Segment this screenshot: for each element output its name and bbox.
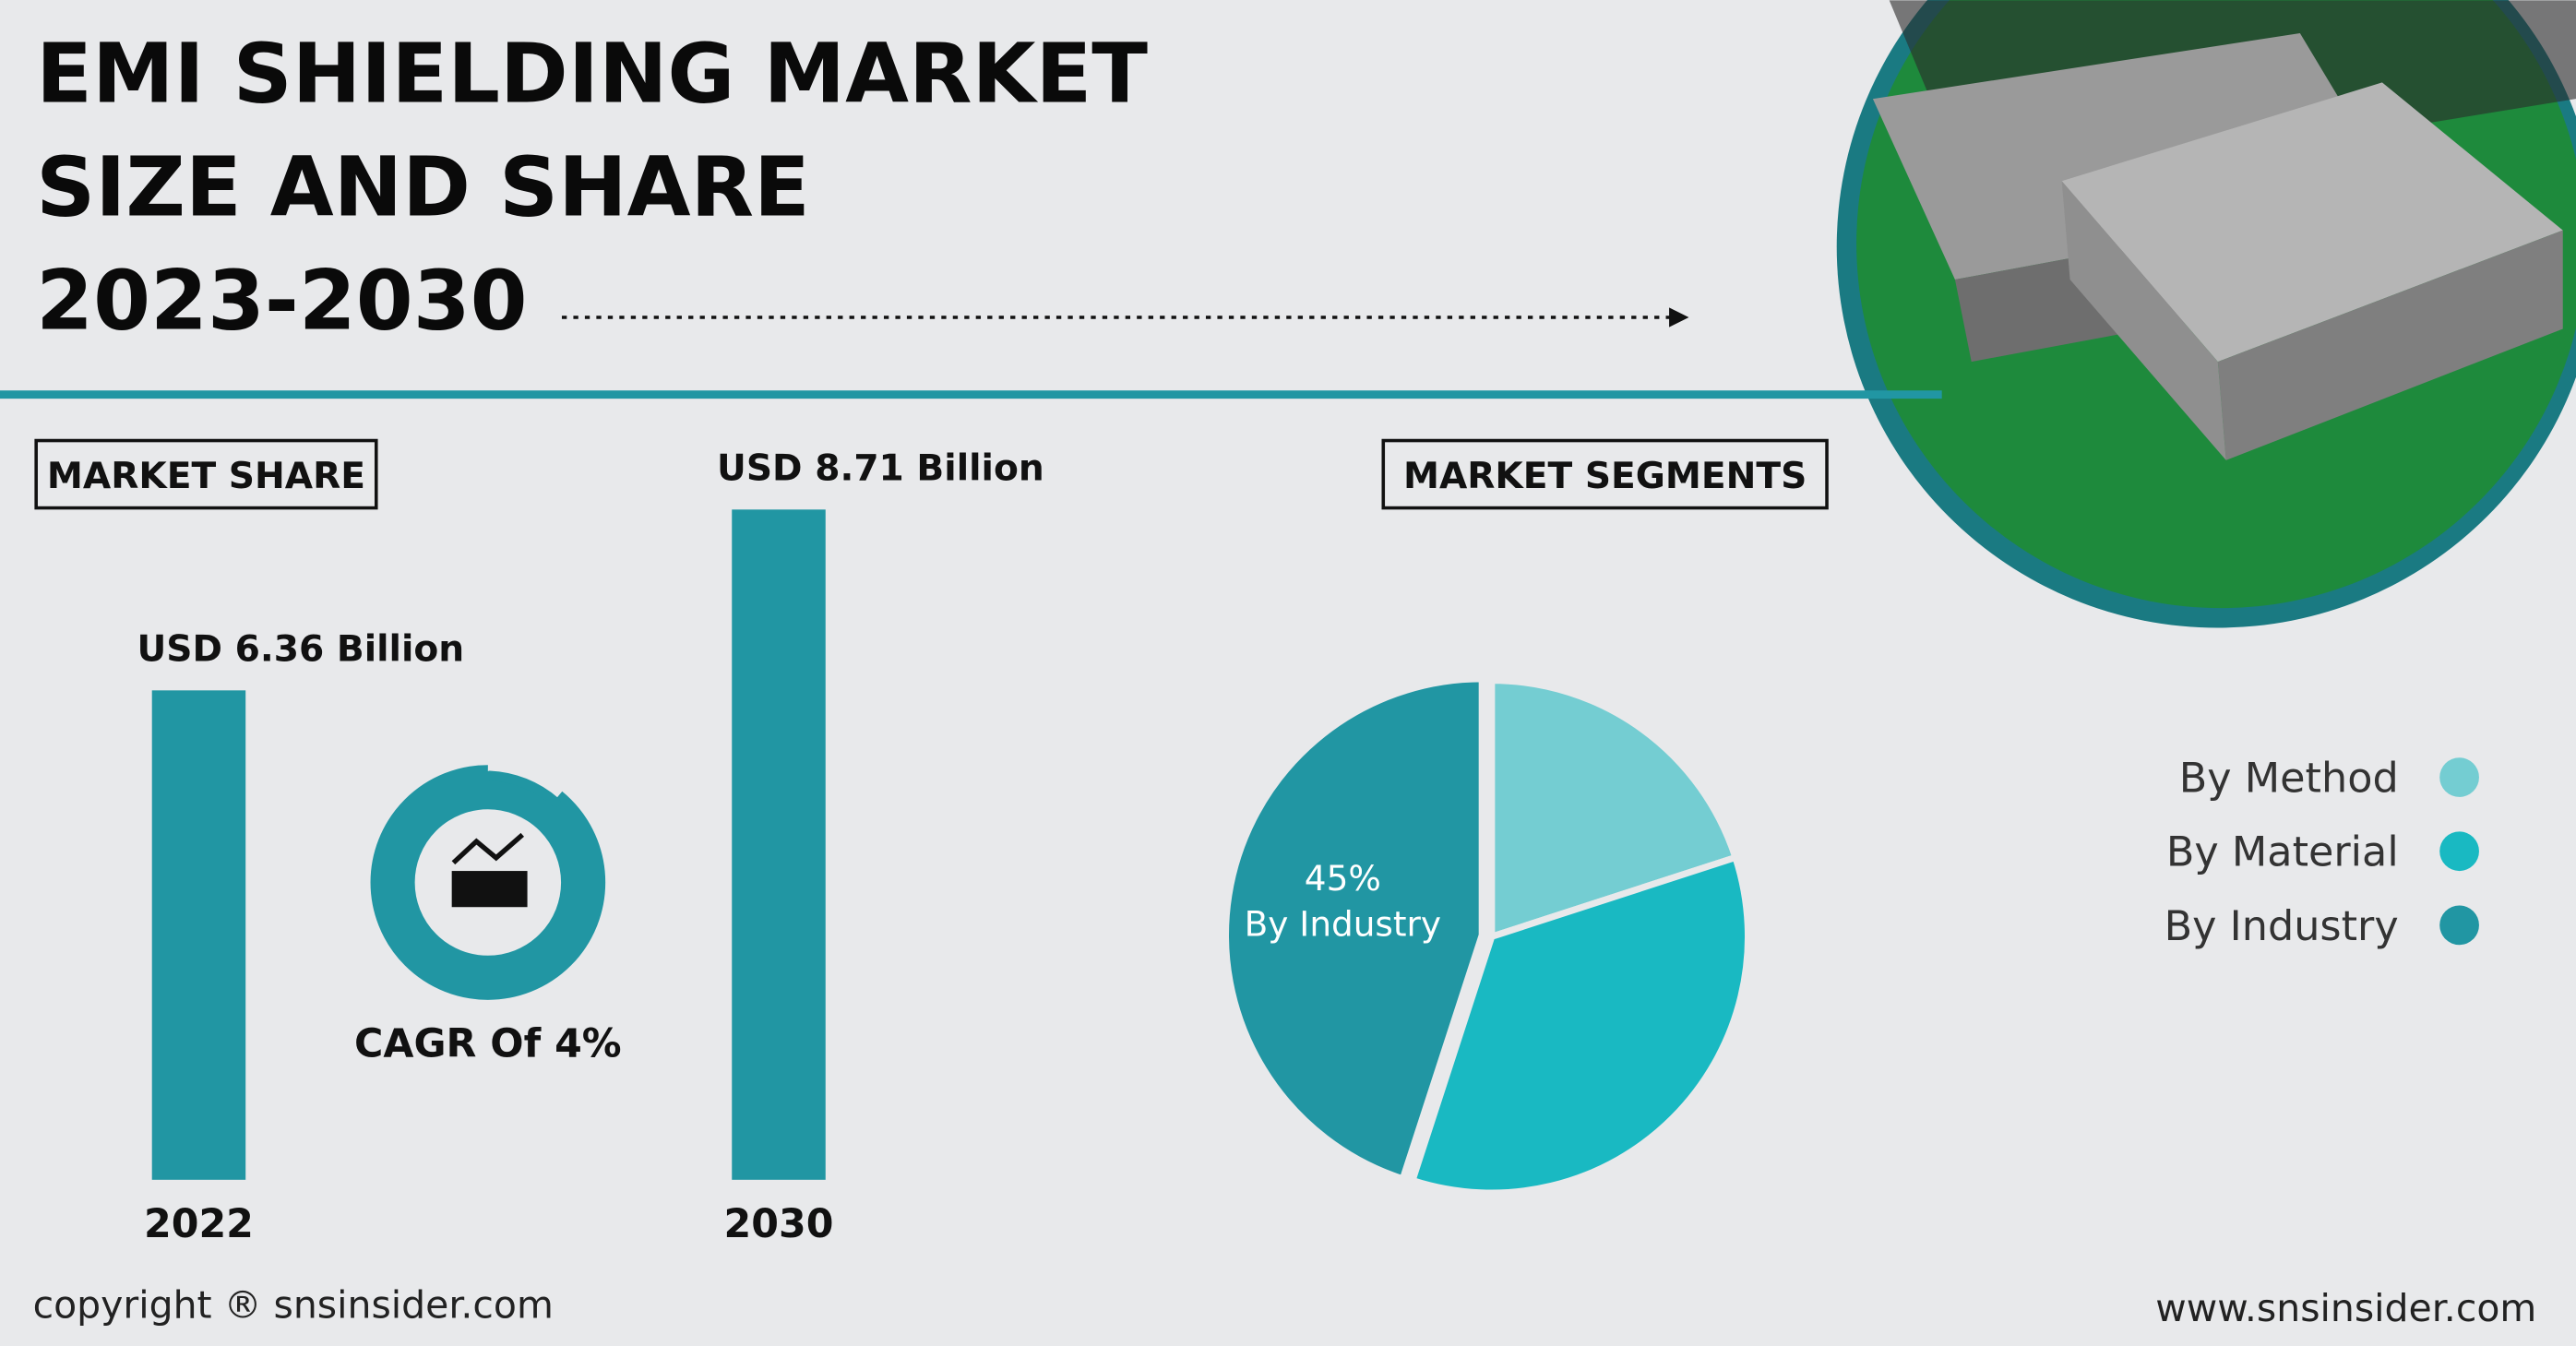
pie-slice	[1488, 676, 1740, 942]
title-line: EMI SHIELDING MARKET	[36, 26, 1148, 122]
cagr-text: CAGR Of 4%	[354, 1020, 622, 1066]
title-line: 2023-2030	[36, 252, 527, 348]
category-label: 2022	[144, 1201, 254, 1247]
bar	[732, 509, 826, 1180]
product-photo	[1836, 0, 2576, 628]
category-label: 2030	[724, 1201, 834, 1247]
slice-label: 45%	[1305, 858, 1381, 899]
legend-swatch	[2439, 905, 2479, 946]
copyright: copyright ® snsinsider.com	[33, 1282, 554, 1327]
heading-box	[1381, 438, 1829, 510]
legend-label: By Material	[2166, 829, 2399, 876]
legend-swatch	[2439, 757, 2479, 797]
bar	[151, 690, 246, 1180]
value-label: USD 6.36 Billion	[137, 628, 465, 670]
title-line: SIZE AND SHARE	[36, 139, 810, 235]
cagr-icon	[370, 761, 606, 1000]
legend-swatch	[2439, 831, 2479, 872]
heading: MARKET SHARE	[47, 456, 365, 497]
legend-label: By Method	[2179, 756, 2399, 803]
pie-slice	[1408, 852, 1752, 1197]
website: www.snsinsider.com	[2155, 1286, 2536, 1330]
arrow-head	[1669, 307, 1689, 328]
pie-slice	[1222, 675, 1485, 1184]
heading: MARKET SEGMENTS	[1403, 456, 1807, 497]
heading-box	[34, 438, 378, 510]
slice-label: By Industry	[1245, 904, 1441, 945]
value-label: USD 8.71 Billion	[717, 447, 1044, 489]
legend-label: By Industry	[2165, 903, 2399, 950]
